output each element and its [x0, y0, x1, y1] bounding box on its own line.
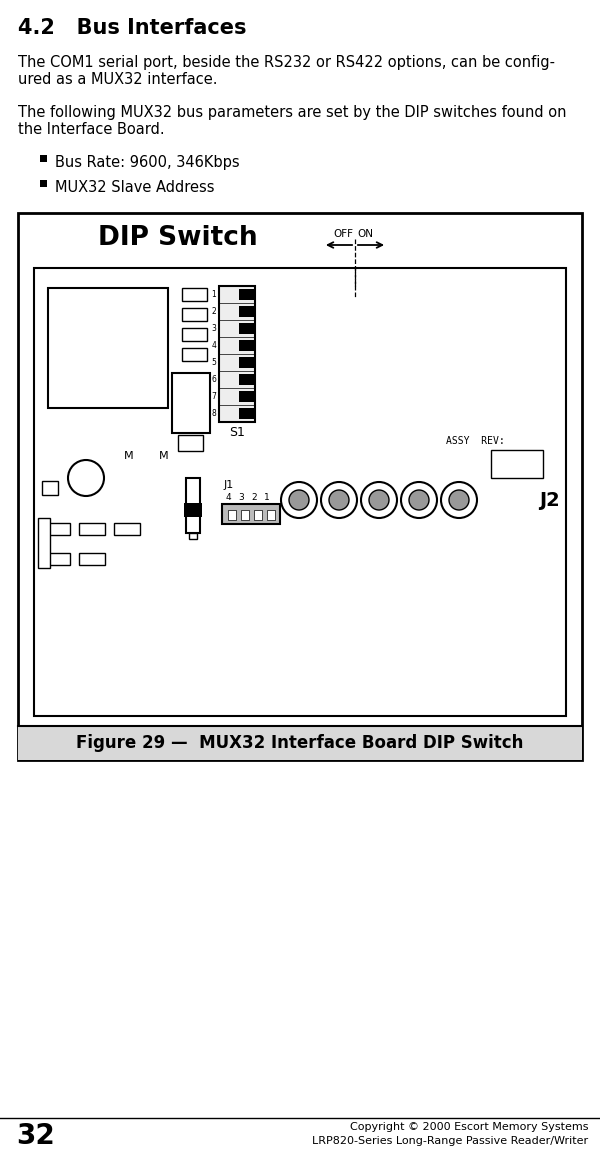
- Bar: [44, 523, 70, 535]
- Circle shape: [281, 482, 317, 518]
- Text: 4.2   Bus Interfaces: 4.2 Bus Interfaces: [18, 17, 247, 38]
- Text: ured as a MUX32 interface.: ured as a MUX32 interface.: [18, 72, 218, 87]
- Circle shape: [449, 490, 469, 510]
- Bar: [184, 503, 202, 517]
- Text: 1: 1: [211, 290, 216, 299]
- Bar: [182, 288, 207, 301]
- Bar: [40, 155, 47, 162]
- Text: M: M: [124, 451, 134, 461]
- Bar: [239, 323, 254, 333]
- Text: The COM1 serial port, beside the RS232 or RS422 options, can be config-: The COM1 serial port, beside the RS232 o…: [18, 55, 555, 70]
- Bar: [241, 510, 249, 521]
- Bar: [239, 357, 254, 368]
- Circle shape: [289, 490, 309, 510]
- Bar: [254, 510, 262, 521]
- Text: M: M: [159, 451, 169, 461]
- Bar: [34, 268, 566, 716]
- Bar: [186, 478, 200, 533]
- Bar: [18, 213, 582, 760]
- Circle shape: [321, 482, 357, 518]
- Bar: [79, 553, 105, 565]
- Circle shape: [401, 482, 437, 518]
- Bar: [114, 523, 140, 535]
- Bar: [239, 390, 254, 402]
- Bar: [172, 373, 210, 433]
- Bar: [239, 306, 254, 317]
- Text: 3: 3: [211, 324, 216, 333]
- Text: 4: 4: [211, 340, 216, 350]
- Text: DIP Switch: DIP Switch: [98, 225, 257, 251]
- Text: J2: J2: [539, 490, 560, 509]
- Bar: [79, 523, 105, 535]
- Text: LRP820-Series Long-Range Passive Reader/Writer: LRP820-Series Long-Range Passive Reader/…: [312, 1136, 588, 1146]
- Text: The following MUX32 bus parameters are set by the DIP switches found on: The following MUX32 bus parameters are s…: [18, 105, 566, 120]
- Bar: [38, 518, 50, 568]
- Text: 32: 32: [16, 1122, 55, 1150]
- Bar: [182, 328, 207, 340]
- Circle shape: [409, 490, 429, 510]
- Circle shape: [369, 490, 389, 510]
- Bar: [40, 180, 47, 187]
- Bar: [239, 289, 254, 300]
- Bar: [42, 481, 58, 495]
- Bar: [228, 510, 236, 521]
- Bar: [189, 533, 197, 539]
- Text: ASSY  REV:: ASSY REV:: [446, 436, 505, 446]
- Bar: [48, 288, 168, 408]
- Text: ON: ON: [357, 229, 373, 239]
- Text: OFF: OFF: [333, 229, 353, 239]
- Bar: [491, 450, 543, 478]
- Text: the Interface Board.: the Interface Board.: [18, 122, 164, 137]
- Bar: [178, 435, 203, 451]
- Text: 1: 1: [264, 493, 270, 502]
- Text: 5: 5: [211, 358, 216, 367]
- Text: Figure 29 —  MUX32 Interface Board DIP Switch: Figure 29 — MUX32 Interface Board DIP Sw…: [76, 734, 524, 752]
- Bar: [239, 408, 254, 419]
- Text: J1: J1: [224, 480, 234, 490]
- Text: MUX32 Slave Address: MUX32 Slave Address: [55, 180, 215, 195]
- Bar: [182, 308, 207, 321]
- Text: 2: 2: [211, 307, 216, 316]
- Text: Copyright © 2000 Escort Memory Systems: Copyright © 2000 Escort Memory Systems: [349, 1122, 588, 1132]
- Circle shape: [441, 482, 477, 518]
- Text: Bus Rate: 9600, 346Kbps: Bus Rate: 9600, 346Kbps: [55, 155, 239, 170]
- Circle shape: [68, 460, 104, 496]
- Bar: [239, 340, 254, 351]
- Bar: [182, 347, 207, 361]
- Text: S1: S1: [229, 426, 245, 439]
- Bar: [219, 286, 255, 422]
- Bar: [44, 553, 70, 565]
- Text: 2: 2: [251, 493, 257, 502]
- Circle shape: [329, 490, 349, 510]
- Bar: [18, 726, 582, 760]
- Text: 4: 4: [225, 493, 231, 502]
- Text: 6: 6: [211, 375, 216, 383]
- Text: 8: 8: [211, 409, 216, 418]
- Circle shape: [361, 482, 397, 518]
- Bar: [222, 504, 280, 524]
- Bar: [239, 374, 254, 385]
- Text: 3: 3: [238, 493, 244, 502]
- Bar: [267, 510, 275, 521]
- Text: 7: 7: [211, 392, 216, 401]
